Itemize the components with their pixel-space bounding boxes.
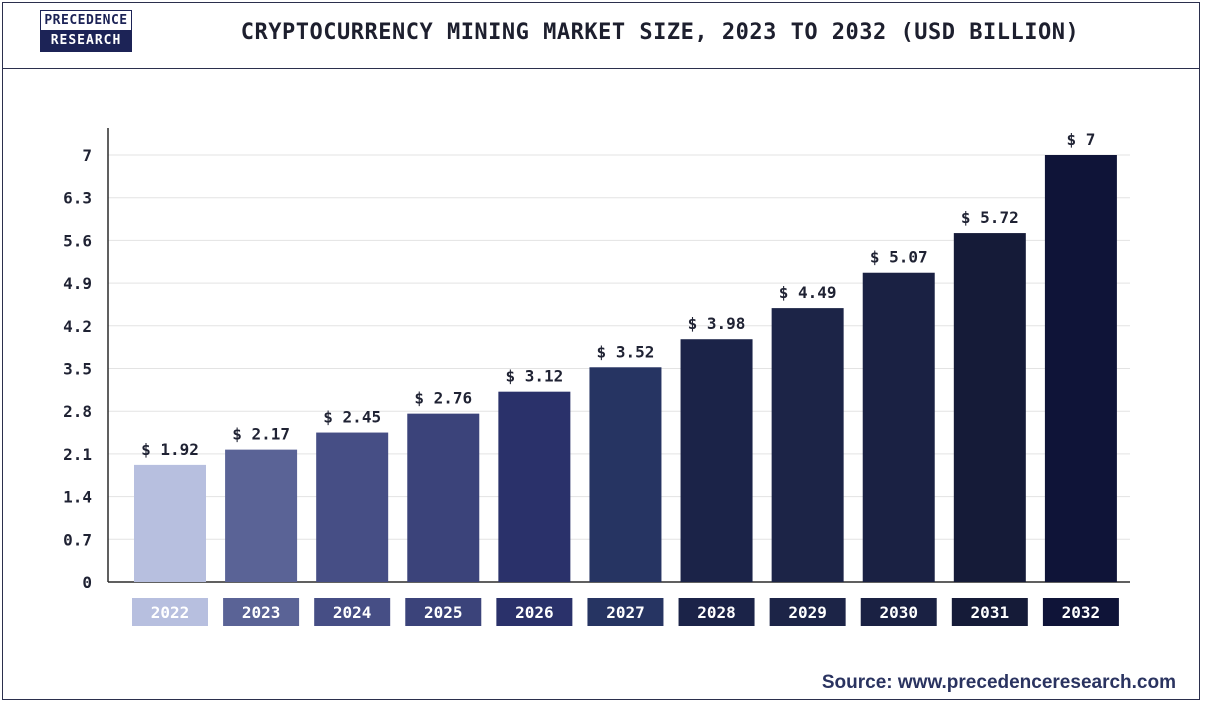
category-label: 2031: [971, 603, 1010, 622]
bar: [1044, 155, 1117, 582]
chart-frame: [2, 2, 1200, 700]
bar-value-label: $ 3.98: [688, 314, 746, 333]
bar-value-label: $ 5.72: [961, 208, 1019, 227]
bars: [134, 155, 1117, 582]
y-tick-label: 6.3: [63, 189, 92, 208]
category-label-box: [860, 598, 937, 626]
logo-text-bottom: RESEARCH: [40, 30, 132, 52]
bar: [498, 391, 571, 582]
y-axis-tick-labels: 0 0.7 1.4 2.1 2.8 3.5 4.2 4.9 5.6 6.3 7: [63, 146, 92, 592]
y-tick-label: 3.5: [63, 360, 92, 379]
category-label-box: [496, 598, 573, 626]
header-divider: [2, 68, 1200, 69]
category-label: 2027: [606, 603, 645, 622]
category-label-box: [678, 598, 755, 626]
category-label: 2026: [515, 603, 554, 622]
y-tick-label: 5.6: [63, 231, 92, 250]
y-tick-label: 7: [82, 146, 92, 165]
bar: [771, 308, 844, 582]
y-tick-label: 2.1: [63, 445, 92, 464]
bar-value-label: $ 2.45: [323, 408, 381, 427]
y-tick-label: 4.2: [63, 317, 92, 336]
category-label-box: [587, 598, 664, 626]
bar-value-label: $ 2.17: [232, 425, 290, 444]
category-label-box: [405, 598, 482, 626]
bar: [225, 449, 298, 582]
y-tick-label: 2.8: [63, 402, 92, 421]
bar-value-label: $ 7: [1066, 130, 1095, 149]
y-tick-label: 0: [82, 573, 92, 592]
category-labels: 2022 2023 2024 2025 2026 2027 2028 2029 2030 2031…: [132, 598, 1119, 626]
bar-value-label: $ 2.76: [414, 389, 472, 408]
category-label-box: [132, 598, 208, 626]
bar: [316, 432, 389, 582]
category-label-box: [951, 598, 1028, 626]
category-label: 2022: [151, 603, 190, 622]
category-label: 2025: [424, 603, 463, 622]
data-labels: $ 1.92 $ 2.17 $ 2.45 $ 2.76 $ 3.12 $ 3.52 $ 3.…: [141, 130, 1095, 459]
category-label: 2029: [788, 603, 827, 622]
category-label-box: [1042, 598, 1119, 626]
category-label-box: [314, 598, 391, 626]
source-note: Source: www.precedenceresearch.com: [821, 672, 1176, 693]
category-label: 2030: [879, 603, 918, 622]
bar-value-label: $ 3.12: [505, 367, 563, 386]
bar-value-label: $ 3.52: [597, 342, 655, 361]
bar: [134, 464, 206, 582]
category-label-box: [223, 598, 300, 626]
category-label: 2024: [333, 603, 372, 622]
y-tick-label: 0.7: [63, 530, 92, 549]
bar-value-label: $ 1.92: [141, 440, 199, 459]
y-tick-label: 4.9: [63, 274, 92, 293]
category-label-box: [769, 598, 846, 626]
precedence-research-logo: PRECEDENCE RESEARCH: [40, 10, 132, 52]
bar: [589, 367, 662, 582]
bar: [953, 233, 1026, 582]
bar: [862, 272, 935, 582]
category-label: 2032: [1062, 603, 1101, 622]
bar: [680, 339, 753, 582]
category-label: 2028: [697, 603, 736, 622]
logo-text-top: PRECEDENCE: [40, 10, 132, 30]
bar: [407, 413, 480, 582]
category-label: 2023: [242, 603, 281, 622]
y-tick-label: 1.4: [63, 488, 92, 507]
chart-title: CRYPTOCURRENCY MINING MARKET SIZE, 2023 …: [240, 20, 1080, 45]
bar-value-label: $ 4.49: [779, 283, 837, 302]
bar-value-label: $ 5.07: [870, 248, 928, 267]
